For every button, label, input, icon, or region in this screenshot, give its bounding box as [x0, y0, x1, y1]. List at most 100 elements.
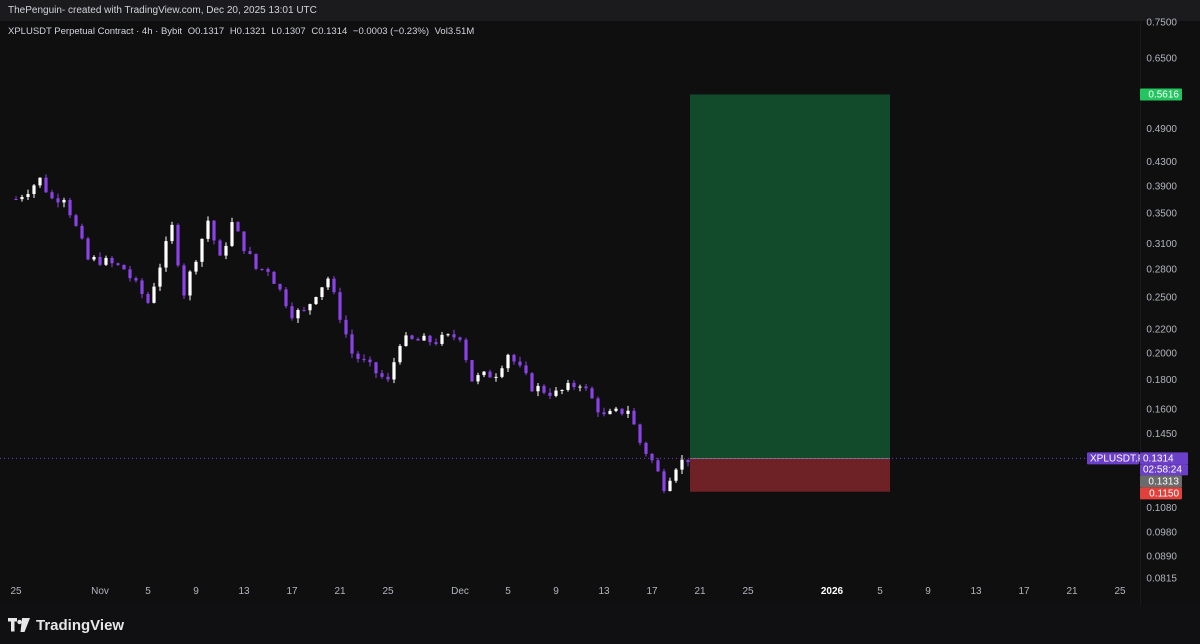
candle-body	[206, 220, 210, 239]
header-bar: ThePenguin- created with TradingView.com…	[0, 0, 1200, 21]
x-tick-label: 21	[1066, 586, 1078, 597]
x-tick-label: 13	[238, 586, 250, 597]
candle-body	[560, 389, 564, 391]
x-tick-label: 17	[646, 586, 658, 597]
candle-body	[656, 460, 660, 472]
candle-body	[110, 257, 114, 264]
candle-body	[50, 192, 54, 199]
x-tick-label: Nov	[91, 586, 109, 597]
candle-body	[176, 224, 180, 266]
candle-body	[386, 376, 390, 380]
candle-body	[188, 271, 192, 296]
candle-body	[686, 459, 690, 463]
candle-body	[236, 222, 240, 232]
price-label-stop-bg	[1140, 487, 1182, 500]
candle-body	[596, 398, 600, 413]
y-tick-label: 0.2500	[1146, 293, 1177, 304]
price-label-target: 0.5616	[1148, 89, 1179, 100]
candle-body	[626, 410, 630, 414]
candle-body	[158, 267, 162, 287]
x-tick-label: 21	[694, 586, 706, 597]
x-tick-label: 9	[925, 586, 931, 597]
candle-body	[542, 385, 546, 393]
candle-body	[518, 361, 522, 366]
x-tick-label: 21	[334, 586, 346, 597]
candle-body	[674, 469, 678, 481]
price-label-stop: 0.1150	[1149, 488, 1179, 499]
candle-body	[416, 338, 420, 341]
candle-body	[92, 256, 96, 260]
candle-body	[182, 265, 186, 296]
candle-body	[470, 360, 474, 382]
candle-body	[164, 241, 168, 268]
price-label-symbol: XPLUSDT.P	[1090, 453, 1145, 464]
price-label-entry: 0.1313	[1148, 476, 1179, 487]
candle-body	[302, 310, 306, 312]
candle-body	[446, 334, 450, 336]
candle-body	[290, 306, 294, 319]
price-label-symbol-bg	[1087, 452, 1139, 465]
y-tick-label: 0.3100	[1146, 239, 1177, 250]
x-tick-label: 9	[193, 586, 199, 597]
x-tick-label: 9	[553, 586, 559, 597]
price-chart[interactable]: 0.7500 0.6500 0.4900 0.4300 0.3900 0.3500 0.31…	[0, 0, 1200, 605]
tradingview-logo: TradingView	[8, 615, 124, 635]
candle-body	[380, 373, 384, 377]
candle-body	[632, 410, 636, 425]
candle-body	[494, 376, 498, 378]
y-tick-label: 0.3900	[1146, 181, 1177, 192]
candle-body	[44, 177, 48, 193]
candle-body	[410, 335, 414, 339]
candle-body	[254, 253, 258, 269]
candle-body	[362, 358, 366, 360]
x-tick-label: 25	[382, 586, 394, 597]
x-tick-label: 5	[505, 586, 511, 597]
candle-body	[122, 264, 126, 270]
candle-body	[296, 310, 300, 319]
candle-body	[512, 354, 516, 362]
price-axis[interactable]	[1140, 21, 1200, 605]
header-attribution: ThePenguin- created with TradingView.com…	[8, 5, 317, 16]
candle-body	[230, 222, 234, 246]
y-tick-label: 0.6500	[1146, 53, 1177, 64]
candle-body	[464, 339, 468, 361]
candle-body	[530, 373, 534, 392]
legend-volume: Vol3.51M	[434, 26, 475, 37]
candle-body	[344, 319, 348, 335]
candle-body	[614, 408, 618, 411]
candle-body	[602, 412, 606, 415]
candle-body	[146, 293, 150, 303]
candle-body	[554, 390, 558, 396]
candle-body	[476, 375, 480, 382]
candle-body	[368, 359, 372, 363]
candle-body	[320, 287, 324, 297]
candle-body	[68, 199, 72, 216]
candle-body	[14, 199, 18, 201]
y-tick-label: 0.3500	[1146, 208, 1177, 219]
candle-body	[440, 334, 444, 344]
candle-body	[680, 459, 684, 470]
candle-body	[308, 304, 312, 311]
candle-body	[488, 371, 492, 378]
legend-change: −0.0003 (−0.23%)	[352, 26, 429, 37]
candle-body	[260, 268, 264, 270]
candle-body	[284, 289, 288, 307]
price-label-countdown: 02:58:24	[1143, 464, 1182, 475]
candle-body	[458, 337, 462, 340]
legend-symbol: XPLUSDT Perpetual Contract · 4h · Bybit	[8, 26, 183, 37]
y-tick-label: 0.2800	[1146, 264, 1177, 275]
candle-body	[200, 238, 204, 262]
candle-body	[152, 286, 156, 303]
candle-body	[26, 194, 30, 198]
x-tick-label: 25	[10, 586, 22, 597]
candle-body	[140, 280, 144, 294]
candle-body	[56, 198, 60, 203]
candle-body	[350, 334, 354, 354]
candle-body	[398, 345, 402, 363]
tradingview-brand: TradingView	[36, 616, 125, 634]
candle-body	[500, 368, 504, 377]
candle-body	[452, 334, 456, 338]
chart-area[interactable]	[0, 21, 1140, 605]
x-tick-label: 2026	[821, 586, 844, 597]
legend-open: O0.1317	[187, 26, 225, 37]
